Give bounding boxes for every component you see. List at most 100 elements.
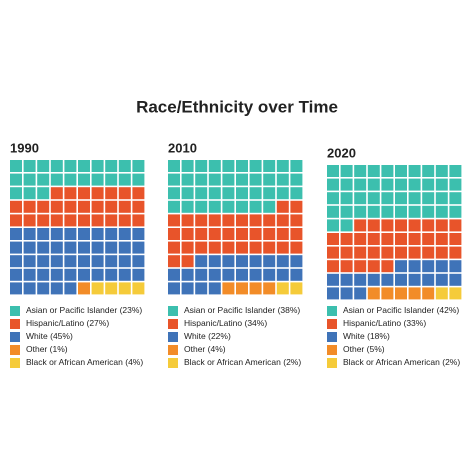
waffle-cell <box>395 165 407 177</box>
waffle-cell <box>263 187 276 200</box>
waffle-cell <box>91 255 104 268</box>
legend-value: (34%) <box>245 318 268 328</box>
waffle-cell <box>118 187 131 200</box>
waffle-cell <box>327 178 339 191</box>
waffle-cell <box>222 255 235 268</box>
waffle-cell <box>181 228 194 240</box>
waffle-cell <box>208 241 221 254</box>
waffle-cell <box>422 233 435 245</box>
waffle-cell <box>408 165 421 177</box>
waffle-cell <box>327 165 339 177</box>
legend-name: Other <box>184 344 205 354</box>
waffle-cell <box>132 173 145 186</box>
waffle-cell <box>118 268 131 281</box>
waffle-cell <box>354 260 367 273</box>
legend-label: White (45%) <box>26 331 73 341</box>
waffle-cell <box>367 165 380 177</box>
waffle-cell <box>37 241 50 254</box>
waffle-cell <box>195 268 208 281</box>
waffle-cell <box>23 160 36 172</box>
waffle-cell <box>327 219 339 232</box>
waffle-cell <box>249 160 262 172</box>
waffle-cell <box>395 205 407 218</box>
waffle-cell <box>263 255 276 268</box>
waffle-cell <box>263 268 276 281</box>
waffle-cell <box>236 160 248 172</box>
waffle-cell <box>50 187 63 200</box>
waffle-cell <box>105 282 118 295</box>
waffle-cell <box>290 282 303 295</box>
waffle-cell <box>208 214 221 227</box>
legend-value: (22%) <box>208 331 231 341</box>
waffle-cell <box>276 187 289 200</box>
legend-value: (2%) <box>283 357 301 367</box>
legend-swatch <box>327 358 337 368</box>
waffle-cell <box>276 282 289 295</box>
waffle-cell <box>78 268 90 281</box>
waffle-cell <box>10 268 22 281</box>
waffle-cell <box>290 228 303 240</box>
waffle-cell <box>105 228 118 240</box>
legend-value: (2%) <box>442 357 460 367</box>
waffle-cell <box>249 268 262 281</box>
waffle-cell <box>222 241 235 254</box>
waffle-cell <box>422 246 435 259</box>
waffle-cell <box>10 282 22 295</box>
legend-swatch <box>327 345 337 355</box>
waffle-cell <box>408 219 421 232</box>
legend-name: Asian or Pacific Islander <box>343 305 434 315</box>
legend-swatch <box>327 319 337 329</box>
panel-title: 2020 <box>327 145 356 160</box>
waffle-cell <box>236 214 248 227</box>
legend-value: (4%) <box>125 357 143 367</box>
waffle-cell <box>263 241 276 254</box>
waffle-cell <box>222 228 235 240</box>
waffle-cell <box>50 228 63 240</box>
legend-name: Black or African American <box>343 357 440 367</box>
waffle-cell <box>422 205 435 218</box>
waffle-cell <box>105 187 118 200</box>
waffle-cell <box>64 160 77 172</box>
legend-value: (18%) <box>367 331 390 341</box>
waffle-cell <box>395 260 407 273</box>
waffle-cell <box>91 160 104 172</box>
waffle-cell <box>23 214 36 227</box>
waffle-cell <box>37 214 50 227</box>
waffle-cell <box>181 255 194 268</box>
waffle-cell <box>168 282 180 295</box>
waffle-cell <box>64 187 77 200</box>
waffle-cell <box>208 255 221 268</box>
legend-swatch <box>327 306 337 316</box>
waffle-cell <box>263 200 276 213</box>
waffle-cell <box>132 187 145 200</box>
legend-swatch <box>168 319 178 329</box>
waffle-cell <box>37 255 50 268</box>
waffle-cell <box>422 165 435 177</box>
waffle-cell <box>236 187 248 200</box>
legend-label: Black or African American (2%) <box>343 357 460 367</box>
waffle-cell <box>327 246 339 259</box>
waffle-cell <box>408 273 421 286</box>
waffle-cell <box>37 173 50 186</box>
waffle-cell <box>195 200 208 213</box>
waffle-cell <box>249 228 262 240</box>
waffle-cell <box>23 173 36 186</box>
waffle-cell <box>168 255 180 268</box>
waffle-cell <box>354 246 367 259</box>
waffle-cell <box>118 200 131 213</box>
waffle-cell <box>23 187 36 200</box>
chart-title: Race/Ethnicity over Time <box>136 97 338 116</box>
legend-label: Hispanic/Latino (33%) <box>343 318 426 328</box>
waffle-cell <box>50 268 63 281</box>
waffle-cell <box>118 282 131 295</box>
waffle-cell <box>381 260 394 273</box>
waffle-cell <box>10 187 22 200</box>
waffle-cell <box>449 192 462 205</box>
waffle-cell <box>408 246 421 259</box>
legend-swatch <box>168 358 178 368</box>
waffle-cell <box>208 173 221 186</box>
waffle-cell <box>23 241 36 254</box>
legend-swatch <box>10 306 20 316</box>
legend-name: Other <box>26 344 47 354</box>
waffle-cell <box>276 255 289 268</box>
